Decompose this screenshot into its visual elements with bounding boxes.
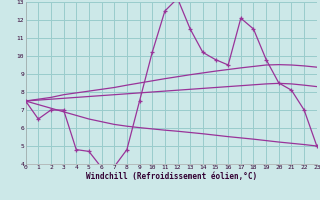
X-axis label: Windchill (Refroidissement éolien,°C): Windchill (Refroidissement éolien,°C): [86, 172, 257, 181]
